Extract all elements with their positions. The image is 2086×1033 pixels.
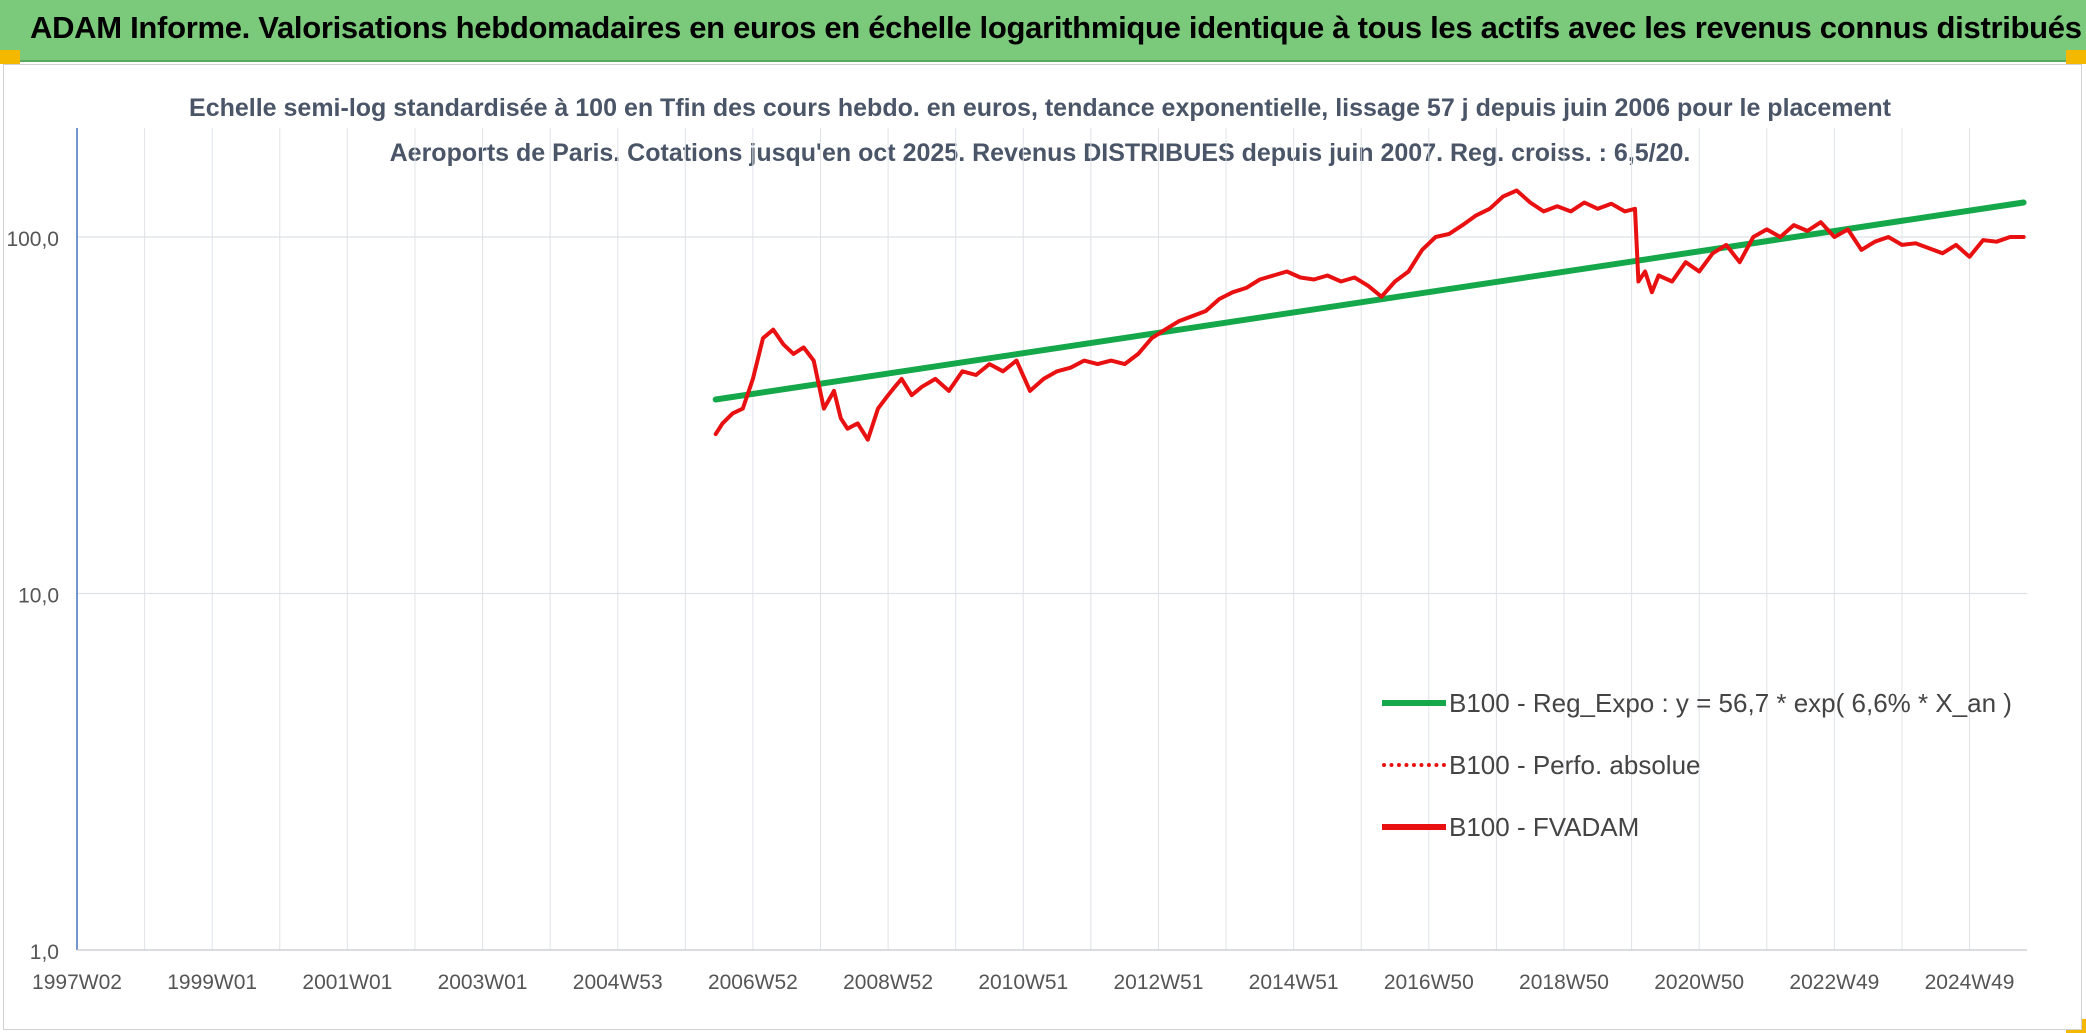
title-bar: ADAM Informe. Valorisations hebdomadaire… bbox=[0, 0, 2086, 62]
legend-label-fvadam: B100 - FVADAM bbox=[1449, 812, 1640, 842]
series-line-fvadam bbox=[713, 188, 2026, 442]
x-tick-label: 1999W01 bbox=[167, 971, 257, 994]
page-title: ADAM Informe. Valorisations hebdomadaire… bbox=[30, 10, 2082, 45]
x-tick-label: 2008W52 bbox=[843, 971, 933, 994]
x-tick-label: 2006W52 bbox=[708, 971, 798, 994]
y-tick-label: 100,0 bbox=[6, 228, 59, 251]
chart-title: Echelle semi-log standardisée à 100 en T… bbox=[189, 94, 1891, 167]
legend-swatch-perfo-absolue bbox=[1382, 763, 1446, 767]
legend-label-perfo-absolue: B100 - Perfo. absolue bbox=[1449, 750, 1701, 780]
chart-frame bbox=[3, 64, 2082, 1030]
x-tick-label: 2020W50 bbox=[1654, 971, 1744, 994]
series-line-reg-expo bbox=[712, 199, 2027, 403]
legend-item-fvadam: B100 - FVADAM bbox=[1382, 807, 2022, 847]
legend-label-reg-expo: B100 - Reg_Expo : y = 56,7 * exp( 6,6% *… bbox=[1449, 688, 2012, 718]
x-tick-label: 2018W50 bbox=[1519, 971, 1609, 994]
x-tick-label: 2016W50 bbox=[1384, 971, 1474, 994]
x-tick-label: 2012W51 bbox=[1114, 971, 1204, 994]
x-tick-label: 2001W01 bbox=[302, 971, 392, 994]
x-tick-label: 2022W49 bbox=[1789, 971, 1879, 994]
legend-item-perfo-absolue: B100 - Perfo. absolue bbox=[1382, 745, 2022, 785]
x-tick-label: 2024W49 bbox=[1925, 971, 2015, 994]
x-tick-label: 2003W01 bbox=[438, 971, 528, 994]
x-tick-label: 2004W53 bbox=[573, 971, 663, 994]
y-tick-label: 1,0 bbox=[30, 941, 59, 964]
legend-swatch-fvadam bbox=[1382, 824, 1446, 830]
legend-swatch-reg-expo bbox=[1382, 700, 1446, 706]
x-tick-label: 2010W51 bbox=[978, 971, 1068, 994]
y-tick-label: 10,0 bbox=[18, 585, 59, 608]
x-tick-label: 2014W51 bbox=[1249, 971, 1339, 994]
legend-item-reg-expo: B100 - Reg_Expo : y = 56,7 * exp( 6,6% *… bbox=[1382, 683, 2022, 723]
corner-marker-right bbox=[2066, 50, 2086, 64]
x-tick-label: 1997W02 bbox=[32, 971, 122, 994]
corner-marker-left bbox=[0, 50, 20, 64]
